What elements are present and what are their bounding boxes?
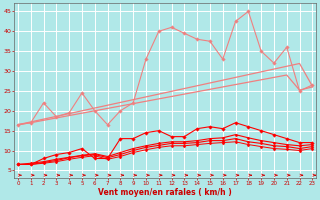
X-axis label: Vent moyen/en rafales ( km/h ): Vent moyen/en rafales ( km/h )	[98, 188, 232, 197]
